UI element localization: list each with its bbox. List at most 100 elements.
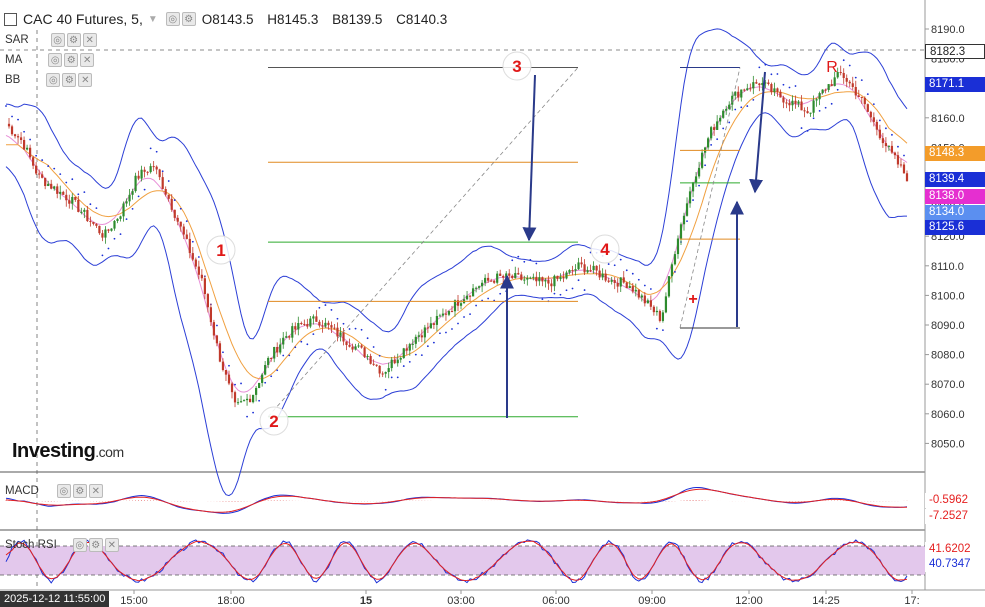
candle-body [833, 77, 836, 87]
eye-icon[interactable]: ◎ [50, 33, 65, 47]
indicator-row-sar[interactable]: SAR ◎ ⚙ ✕ [5, 33, 97, 47]
sar-dot [137, 195, 140, 198]
sar-dot [607, 263, 610, 265]
candle-body [631, 286, 634, 292]
candle-body [435, 316, 439, 325]
candle-body [713, 127, 716, 130]
sar-dot [830, 102, 833, 105]
gear-icon[interactable]: ⚙ [64, 53, 79, 67]
candle-body [785, 102, 788, 104]
arrow-down-right [749, 71, 766, 194]
eye-icon[interactable]: ◎ [72, 538, 87, 552]
eye-icon[interactable]: ◎ [46, 73, 61, 87]
candle-body [378, 365, 381, 374]
candle-body [697, 167, 701, 177]
candle-body [842, 72, 845, 78]
candle-body [538, 277, 541, 282]
sar-dot [432, 341, 435, 344]
candle-body [610, 280, 613, 282]
candle-body [899, 164, 903, 166]
candle-body [354, 346, 357, 350]
candle-body [321, 325, 324, 327]
candle-body [607, 280, 610, 282]
candle-body [140, 169, 143, 179]
sar-dot [517, 255, 520, 258]
price-tick-label: 8110.0 [931, 261, 964, 273]
candle-body [499, 273, 502, 276]
price-tick-label: 8190.0 [931, 24, 965, 36]
gear-icon[interactable]: ⚙ [88, 538, 103, 552]
sar-dot [716, 138, 719, 141]
close-icon[interactable]: ✕ [80, 53, 95, 67]
instrument-title: CAC 40 Futures, 5, [23, 11, 143, 27]
sar-dot [577, 279, 580, 282]
sar-dot [866, 93, 869, 95]
candle-body [303, 323, 306, 325]
gear-icon[interactable]: ⚙ [181, 12, 196, 26]
time-tick-label: 15 [360, 595, 372, 607]
gear-icon[interactable]: ⚙ [62, 73, 77, 87]
candle-body [818, 93, 821, 100]
candle-body [44, 177, 47, 187]
eye-icon[interactable]: ◎ [165, 12, 180, 26]
sar-dot [426, 345, 429, 348]
macd-label-row[interactable]: MACD ◎ ⚙ ✕ [5, 484, 103, 498]
candle-body [459, 303, 463, 306]
candle-body [408, 344, 411, 351]
candle-body [258, 382, 261, 389]
sar-dot [662, 329, 664, 332]
open-value: O8143.5 [201, 11, 254, 27]
sar-dot [764, 63, 767, 66]
candle-body [291, 326, 294, 338]
sar-dot [523, 260, 526, 263]
sar-dot [185, 220, 188, 223]
menu-icon[interactable] [4, 12, 17, 26]
candle-body [517, 273, 520, 275]
close-icon[interactable]: ✕ [88, 484, 103, 498]
sar-dot [860, 79, 863, 82]
indicator-row-bb[interactable]: BB ◎ ⚙ ✕ [5, 73, 93, 87]
candle-body [598, 270, 601, 278]
candle-body [65, 194, 68, 201]
candle-body [95, 223, 98, 226]
candle-body [233, 392, 237, 403]
eye-icon[interactable]: ◎ [56, 484, 71, 498]
sar-dot [41, 159, 44, 161]
candle-body [556, 275, 559, 280]
candle-body [667, 276, 671, 297]
sar-dot [818, 109, 821, 112]
candle-body [330, 325, 333, 328]
candle-body [508, 273, 511, 276]
candle-body [218, 343, 222, 362]
gear-icon[interactable]: ⚙ [66, 33, 81, 47]
price-tick-label: 8070.0 [931, 379, 965, 391]
gear-icon[interactable]: ⚙ [72, 484, 87, 498]
sar-dot [710, 144, 713, 146]
indicator-row-ma[interactable]: MA ◎ ⚙ ✕ [5, 53, 95, 67]
candle-body [239, 401, 243, 403]
close-icon[interactable]: ✕ [82, 33, 97, 47]
candle-body [206, 294, 209, 308]
candle-body [152, 166, 155, 168]
candle-body [471, 288, 475, 297]
sar-dot [228, 364, 230, 367]
candle-body [761, 82, 764, 86]
eye-icon[interactable]: ◎ [48, 53, 63, 67]
sar-dot [475, 304, 477, 307]
candle-body [788, 102, 791, 106]
candle-body [71, 196, 74, 204]
close-icon[interactable]: ✕ [104, 538, 119, 552]
candle-body [553, 275, 556, 287]
candle-body [616, 282, 619, 287]
close-icon[interactable]: ✕ [78, 73, 93, 87]
stoch-rsi-label-row[interactable]: Stoch RSI ◎ ⚙ ✕ [5, 538, 119, 552]
chevron-down-icon[interactable]: ▼ [147, 13, 158, 25]
sar-dot [197, 256, 200, 258]
sar-dot [752, 98, 755, 101]
candle-body [490, 280, 493, 282]
fib-trend-line-right [679, 67, 741, 329]
sar-dot [312, 333, 315, 336]
wave-label-3: 3 [512, 57, 521, 76]
candle-body [369, 355, 372, 364]
